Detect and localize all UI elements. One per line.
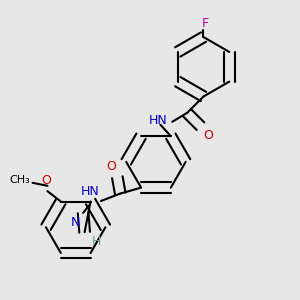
Text: H: H: [92, 235, 101, 248]
Text: HN: HN: [81, 185, 100, 198]
Text: F: F: [201, 16, 208, 30]
Text: O: O: [203, 129, 213, 142]
Text: O: O: [106, 160, 116, 173]
Text: CH₃: CH₃: [9, 175, 30, 185]
Text: HN: HN: [149, 114, 168, 127]
Text: O: O: [41, 174, 51, 187]
Text: N: N: [71, 216, 80, 229]
